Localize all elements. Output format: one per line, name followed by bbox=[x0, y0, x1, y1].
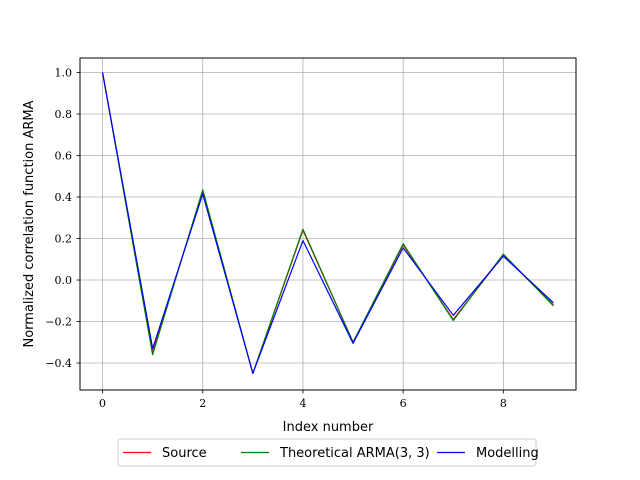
y-tick-label: 0.0 bbox=[55, 274, 73, 287]
series-line-0 bbox=[101, 72, 554, 374]
y-tick-label: −0.4 bbox=[45, 357, 72, 370]
axis-ticks: 0 2 4 6 8 −0.4 −0.2 0.0 0.2 0.4 0.6 0.8 1.0 bbox=[45, 67, 507, 410]
legend: Source Theoretical ARMA(3, 3) Modelling bbox=[117, 438, 539, 467]
legend-item: Modelling bbox=[437, 446, 539, 461]
plot-frame bbox=[79, 57, 577, 391]
series-line-1 bbox=[101, 72, 554, 374]
legend-item: Source bbox=[123, 446, 207, 461]
y-tick-label: −0.2 bbox=[45, 316, 72, 329]
y-tick-label: 0.4 bbox=[55, 191, 73, 204]
series-lines bbox=[101, 72, 554, 374]
y-tick-label: 0.6 bbox=[55, 150, 73, 163]
series-line-2 bbox=[101, 72, 554, 374]
x-tick-label: 6 bbox=[400, 397, 407, 410]
legend-box bbox=[117, 438, 537, 467]
x-tick-label: 2 bbox=[199, 397, 206, 410]
x-axis-label: Index number bbox=[283, 420, 374, 435]
y-tick-label: 0.2 bbox=[55, 233, 73, 246]
y-tick-label: 1.0 bbox=[55, 67, 73, 80]
legend-label: Theoretical ARMA(3, 3) bbox=[279, 446, 430, 461]
y-axis-label: Normalized correlation function ARMA bbox=[22, 100, 37, 347]
x-tick-label: 8 bbox=[500, 397, 507, 410]
legend-label: Modelling bbox=[476, 446, 539, 461]
grid bbox=[80, 58, 576, 390]
x-tick-label: 4 bbox=[299, 397, 306, 410]
legend-item: Theoretical ARMA(3, 3) bbox=[241, 446, 430, 461]
y-tick-label: 0.8 bbox=[55, 108, 73, 121]
x-tick-label: 0 bbox=[99, 397, 106, 410]
legend-label: Source bbox=[162, 446, 207, 461]
